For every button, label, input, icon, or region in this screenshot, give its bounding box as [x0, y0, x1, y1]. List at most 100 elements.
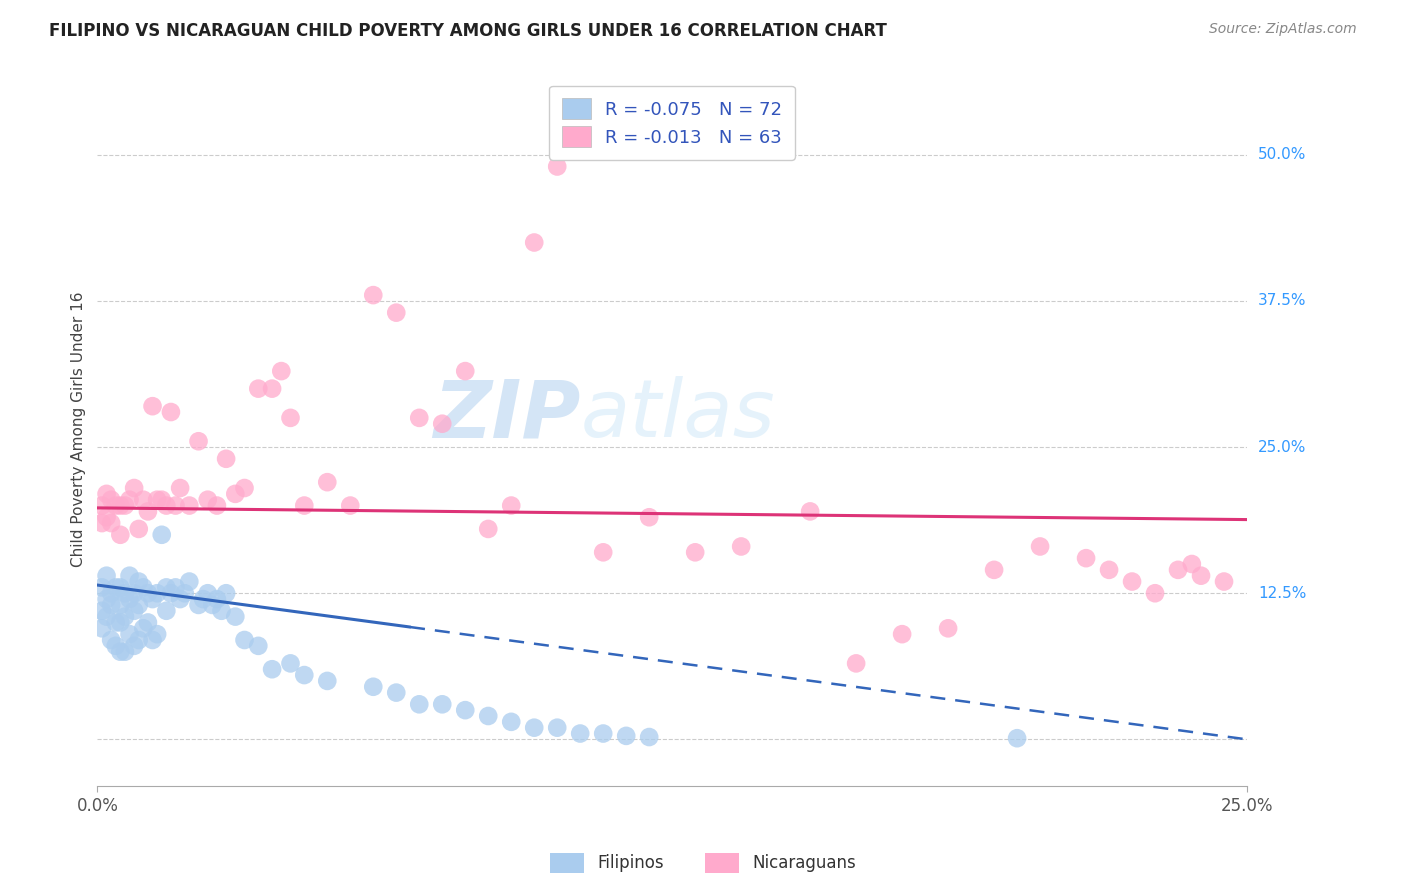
- Point: [215, 451, 238, 466]
- Point: [1189, 568, 1212, 582]
- Point: [845, 657, 868, 671]
- Point: [91, 581, 114, 595]
- Point: [432, 417, 454, 431]
- Point: [205, 592, 228, 607]
- Point: [100, 632, 122, 647]
- Point: [1167, 563, 1189, 577]
- Text: Source: ZipAtlas.com: Source: ZipAtlas.com: [1209, 22, 1357, 37]
- Point: [100, 586, 122, 600]
- Point: [361, 680, 384, 694]
- Point: [104, 615, 127, 630]
- Y-axis label: Child Poverty Among Girls Under 16: Child Poverty Among Girls Under 16: [72, 292, 86, 567]
- Point: [110, 528, 132, 542]
- Point: [546, 160, 568, 174]
- Text: 25.0%: 25.0%: [1258, 440, 1306, 455]
- Point: [408, 698, 430, 712]
- Point: [150, 492, 173, 507]
- Legend: R = -0.075   N = 72, R = -0.013   N = 63: R = -0.075 N = 72, R = -0.013 N = 63: [550, 86, 794, 160]
- Point: [205, 499, 228, 513]
- Point: [100, 492, 122, 507]
- Point: [197, 586, 219, 600]
- Point: [270, 364, 292, 378]
- Point: [146, 492, 169, 507]
- Point: [136, 615, 159, 630]
- Point: [165, 499, 187, 513]
- Point: [501, 499, 523, 513]
- Point: [1098, 563, 1121, 577]
- Point: [110, 645, 132, 659]
- Point: [110, 499, 132, 513]
- Text: FILIPINO VS NICARAGUAN CHILD POVERTY AMONG GIRLS UNDER 16 CORRELATION CHART: FILIPINO VS NICARAGUAN CHILD POVERTY AMO…: [49, 22, 887, 40]
- Point: [361, 288, 384, 302]
- Point: [799, 504, 821, 518]
- Point: [454, 364, 477, 378]
- Point: [146, 586, 169, 600]
- Point: [201, 598, 224, 612]
- Point: [187, 434, 209, 449]
- Point: [1213, 574, 1236, 589]
- Point: [128, 574, 150, 589]
- Point: [122, 604, 145, 618]
- Point: [385, 306, 408, 320]
- Point: [118, 627, 141, 641]
- Point: [165, 581, 187, 595]
- Point: [91, 516, 114, 530]
- Point: [122, 586, 145, 600]
- Point: [96, 592, 118, 607]
- Point: [104, 639, 127, 653]
- Point: [136, 504, 159, 518]
- Point: [110, 581, 132, 595]
- Text: ZIP: ZIP: [433, 376, 581, 454]
- Point: [118, 592, 141, 607]
- Point: [141, 592, 163, 607]
- Point: [454, 703, 477, 717]
- Point: [96, 487, 118, 501]
- Point: [160, 586, 183, 600]
- Point: [247, 382, 270, 396]
- Point: [477, 709, 499, 723]
- Point: [173, 586, 195, 600]
- Point: [160, 405, 183, 419]
- Point: [224, 609, 246, 624]
- Point: [91, 499, 114, 513]
- Point: [197, 492, 219, 507]
- Point: [408, 410, 430, 425]
- Point: [546, 721, 568, 735]
- Point: [592, 726, 614, 740]
- Point: [280, 657, 302, 671]
- Point: [683, 545, 706, 559]
- Point: [569, 726, 592, 740]
- Point: [215, 586, 238, 600]
- Point: [96, 609, 118, 624]
- Point: [233, 632, 256, 647]
- Point: [891, 627, 914, 641]
- Point: [292, 499, 315, 513]
- Point: [292, 668, 315, 682]
- Point: [233, 481, 256, 495]
- Point: [150, 528, 173, 542]
- Point: [211, 604, 233, 618]
- Point: [179, 574, 201, 589]
- Point: [1074, 551, 1097, 566]
- Point: [141, 632, 163, 647]
- Point: [247, 639, 270, 653]
- Point: [100, 516, 122, 530]
- Point: [1181, 557, 1204, 571]
- Point: [114, 499, 136, 513]
- Point: [638, 730, 661, 744]
- Text: 37.5%: 37.5%: [1258, 293, 1306, 309]
- Point: [155, 581, 177, 595]
- Point: [179, 499, 201, 513]
- Point: [1029, 540, 1052, 554]
- Point: [132, 621, 155, 635]
- Point: [96, 510, 118, 524]
- Text: atlas: atlas: [581, 376, 775, 454]
- Point: [501, 714, 523, 729]
- Point: [122, 639, 145, 653]
- Point: [128, 522, 150, 536]
- Point: [100, 598, 122, 612]
- Text: 12.5%: 12.5%: [1258, 586, 1306, 600]
- Point: [155, 604, 177, 618]
- Point: [132, 492, 155, 507]
- Point: [339, 499, 361, 513]
